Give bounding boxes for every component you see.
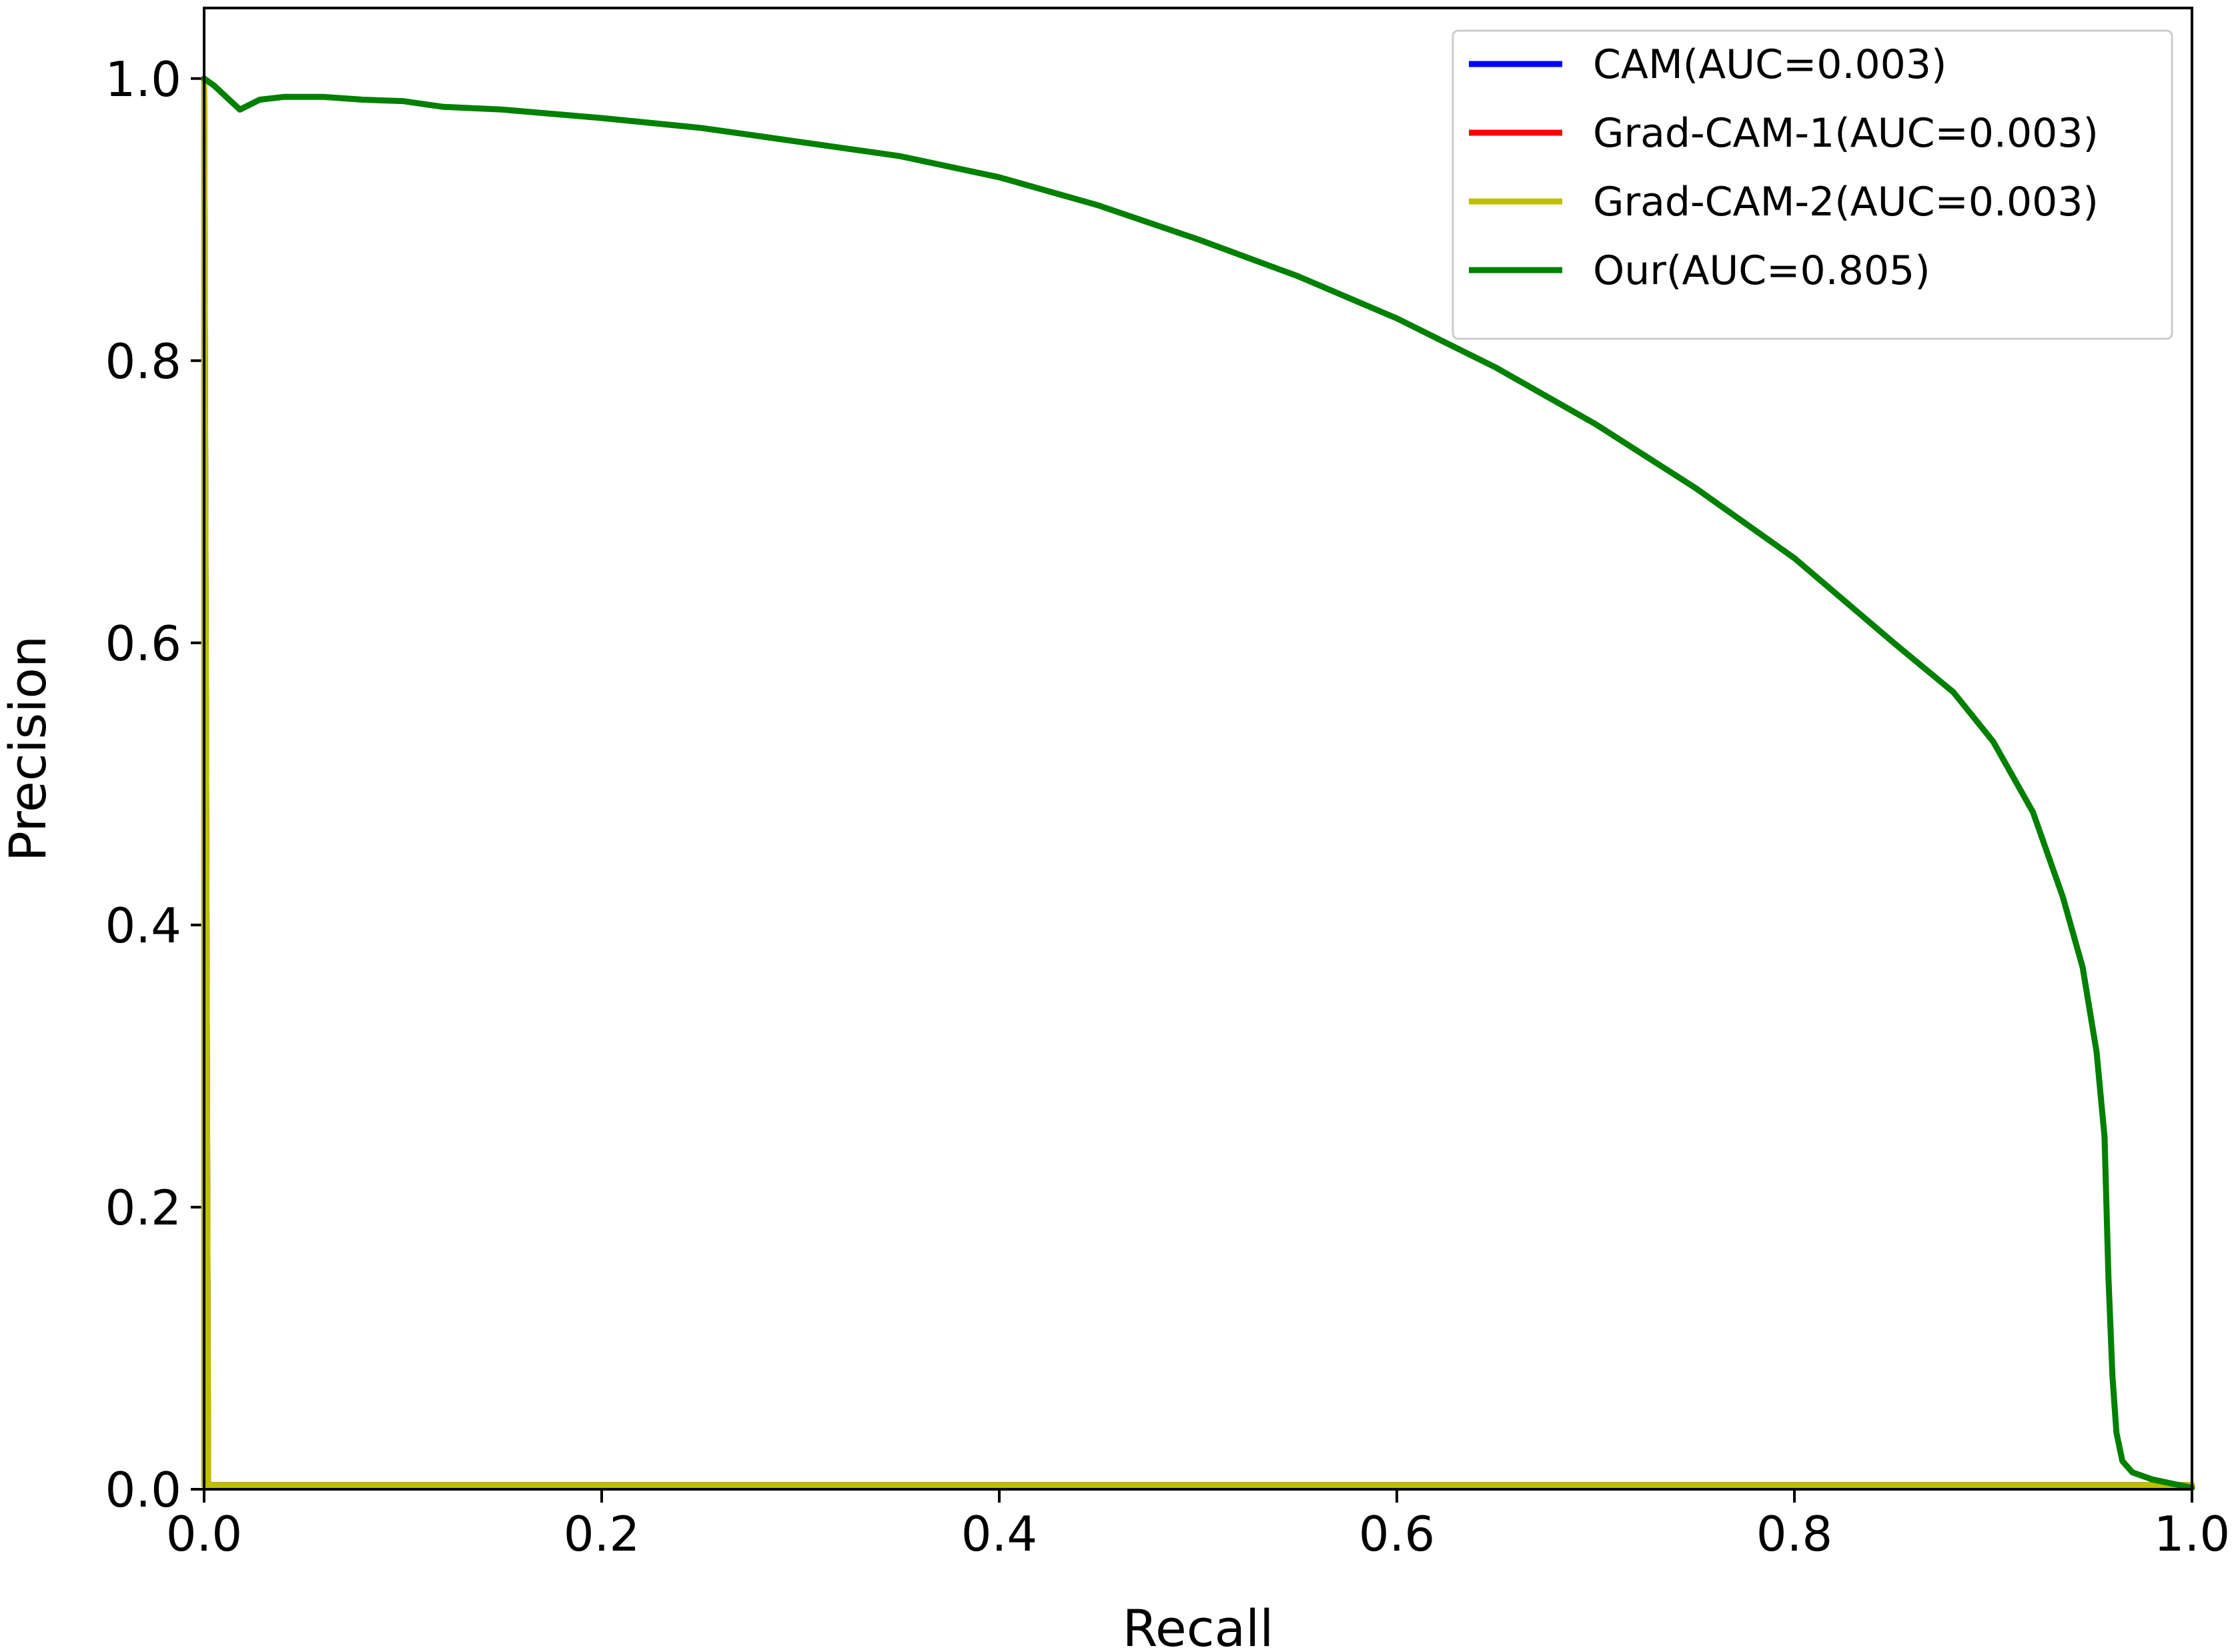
y-axis-label: Precision [0,636,57,862]
y-tick-label-1: 0.2 [105,1180,181,1236]
x-axis-label: Recall [1123,1599,1274,1652]
x-tick-label-5: 1.0 [2154,1506,2231,1562]
y-tick-label-4: 0.8 [105,333,181,389]
x-tick-label-3: 0.6 [1359,1506,1436,1562]
y-tick-label-5: 1.0 [105,51,181,107]
y-tick-label-2: 0.4 [105,898,181,954]
legend-box [1452,29,2173,340]
legend-label-1: Grad-CAM-1(AUC=0.003) [1593,110,2099,157]
x-tick-label-4: 0.8 [1756,1506,1833,1562]
y-tick-label-3: 0.6 [105,616,181,672]
legend: CAM(AUC=0.003) Grad-CAM-1(AUC=0.003) Grad-… [1452,29,2173,340]
series-line-3 [201,75,2195,1491]
plot-frame [203,7,2193,1491]
legend-label-2: Grad-CAM-2(AUC=0.003) [1593,179,2099,225]
x-tick-label-0: 0.0 [166,1506,243,1562]
legend-label-3: Our(AUC=0.805) [1593,247,1930,294]
y-axis-ticks: 0.0 0.2 0.4 0.6 0.8 1.0 [105,51,204,1518]
x-axis-ticks: 0.0 0.2 0.4 0.6 0.8 1.0 [166,1489,2231,1562]
x-tick-label-1: 0.2 [564,1506,640,1562]
y-tick-label-0: 0.0 [105,1462,181,1518]
legend-label-0: CAM(AUC=0.003) [1593,41,1946,88]
x-tick-label-2: 0.4 [961,1506,1038,1562]
